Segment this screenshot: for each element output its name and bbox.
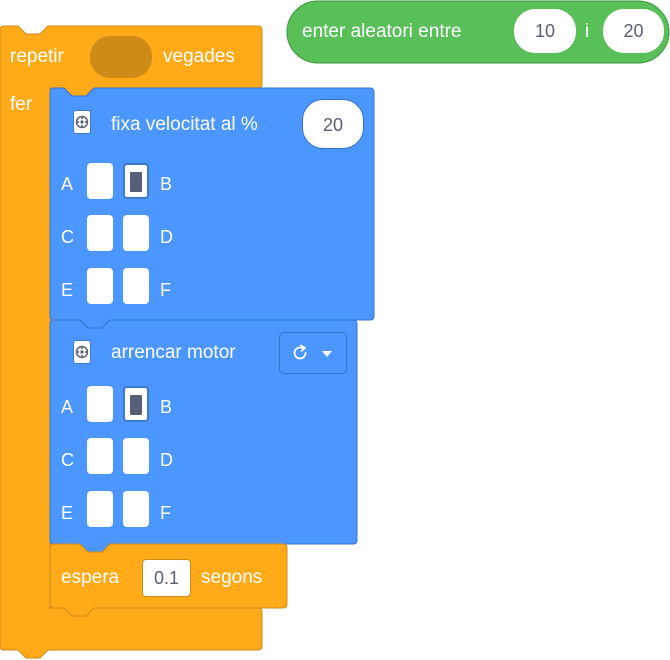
motor-extension-icon (73, 110, 91, 134)
repeat-block-shape[interactable] (0, 25, 263, 659)
repeat-body-label: fer (10, 94, 33, 115)
port-c-label: C (61, 450, 74, 470)
port-d-label: D (160, 450, 173, 470)
wait-suffix-label: segons (201, 567, 263, 588)
caret-down-icon (322, 351, 332, 357)
port-a-toggle[interactable] (87, 386, 113, 422)
motor-extension-icon (73, 340, 91, 364)
port-a-label: A (61, 397, 74, 417)
random-block-label: enter aleatori entre (302, 21, 462, 42)
port-a-label: A (61, 174, 74, 194)
port-e-label: E (61, 503, 74, 523)
speed-value-input[interactable]: 20 (302, 99, 364, 149)
port-d-toggle[interactable] (123, 215, 149, 251)
port-f-toggle[interactable] (123, 268, 149, 304)
wait-seconds-input[interactable]: 0.1 (142, 559, 191, 597)
port-b-toggle[interactable] (123, 386, 149, 422)
port-e-toggle[interactable] (87, 491, 113, 527)
port-b-toggle[interactable] (123, 163, 149, 199)
port-d-label: D (160, 227, 173, 247)
direction-dropdown[interactable] (279, 332, 347, 374)
port-d-toggle[interactable] (123, 438, 149, 474)
port-c-label: C (61, 227, 74, 247)
random-to-input[interactable]: 20 (603, 9, 664, 53)
port-c-toggle[interactable] (87, 215, 113, 251)
port-c-toggle[interactable] (87, 438, 113, 474)
random-from-input[interactable]: 10 (514, 9, 576, 53)
repeat-count-slot[interactable] (90, 36, 152, 78)
random-joiner-label: i (585, 21, 590, 42)
rotate-clockwise-icon (293, 344, 307, 360)
port-a-toggle[interactable] (87, 163, 113, 199)
port-selected-indicator (130, 395, 142, 415)
port-e-toggle[interactable] (87, 268, 113, 304)
port-f-label: F (160, 280, 171, 300)
port-b-label: B (160, 174, 173, 194)
set-speed-label: fixa velocitat al % (111, 114, 258, 135)
port-e-label: E (61, 280, 74, 300)
port-f-label: F (160, 503, 171, 523)
start-motor-label: arrencar motor (111, 342, 236, 363)
repeat-suffix-label: vegades (163, 46, 235, 67)
port-selected-indicator (130, 172, 142, 192)
repeat-label: repetir (10, 46, 64, 67)
port-f-toggle[interactable] (123, 491, 149, 527)
wait-label: espera (61, 567, 120, 588)
operator-random-block-shape[interactable] (286, 0, 670, 64)
port-b-label: B (160, 397, 173, 417)
